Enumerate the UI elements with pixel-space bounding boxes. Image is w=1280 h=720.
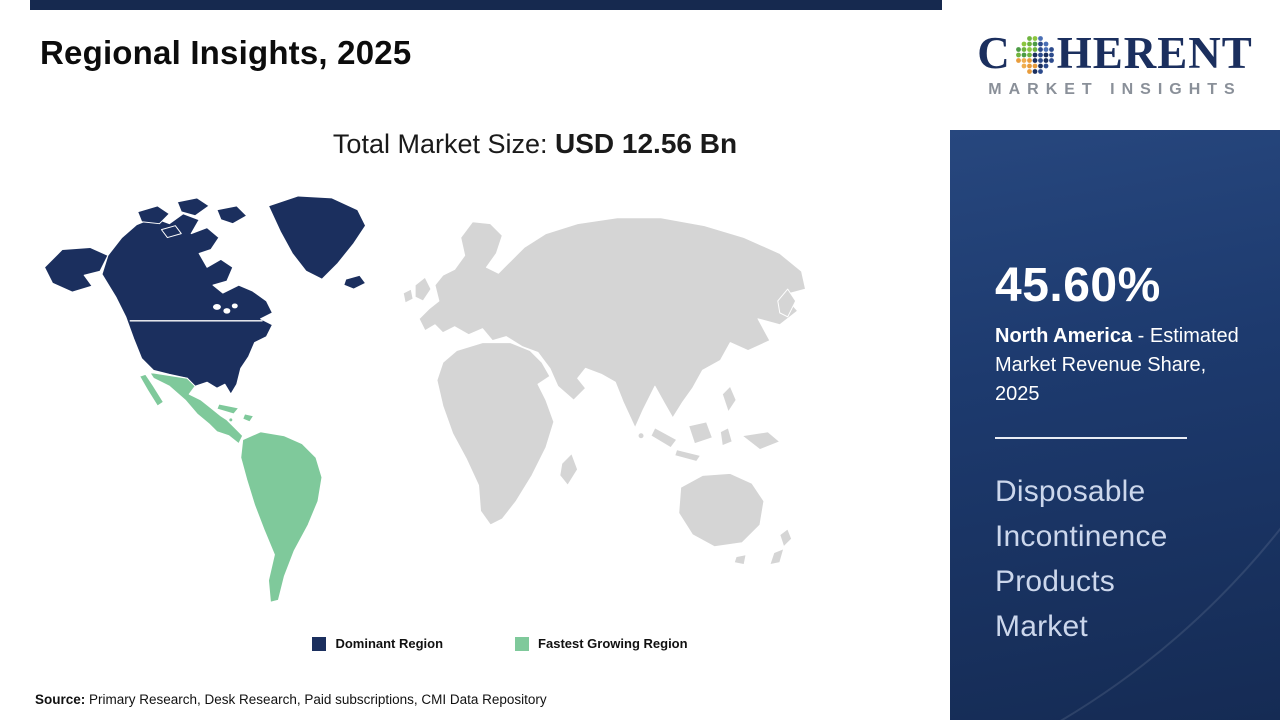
region-baja-california (139, 373, 164, 407)
region-cuba (216, 403, 240, 415)
region-arctic-island-2 (176, 197, 210, 217)
region-tasmania (733, 554, 747, 566)
highlight-panel: 45.60% North America - Estimated Market … (950, 130, 1280, 720)
top-accent-bar (30, 0, 942, 10)
region-arctic-island-1 (137, 205, 170, 225)
right-panel: C HERENT MARKET INSIGHTS (950, 0, 1280, 720)
region-south-america (240, 431, 323, 603)
company-logo: C HERENT MARKET INSIGHTS (950, 0, 1280, 130)
logo-tagline: MARKET INSIGHTS (988, 81, 1242, 98)
region-sri-lanka (637, 432, 645, 440)
region-philippines (721, 385, 737, 413)
region-canada-usa (101, 213, 273, 395)
map-legend: Dominant Region Fastest Growing Region (150, 636, 850, 651)
region-arctic-island-4 (160, 225, 182, 239)
panel-divider (995, 437, 1187, 439)
highlight-panel-content: 45.60% North America - Estimated Market … (995, 130, 1245, 649)
region-hispaniola (242, 413, 255, 423)
map-growing-region (139, 371, 323, 603)
map-dominant-region (44, 195, 367, 395)
market-share-value: 45.60% (995, 259, 1161, 312)
growing-region-swatch-icon (515, 636, 530, 651)
region-new-zealand-north (779, 528, 793, 548)
legend-item-growing: Fastest Growing Region (515, 636, 688, 651)
source-line: Source: Primary Research, Desk Research,… (35, 692, 547, 707)
logo-prefix: C (977, 28, 1011, 78)
region-japan (777, 288, 797, 318)
region-sulawesi (719, 427, 733, 447)
logo-wordmark: C HERENT (977, 31, 1253, 76)
map-other-regions (402, 217, 807, 566)
total-market-size: Total Market Size: USD 12.56 Bn (110, 128, 960, 160)
region-arctic-island-3 (216, 205, 248, 225)
region-greenland (267, 195, 367, 280)
great-lake-3 (231, 303, 238, 309)
market-share-rest: - Estimated Market Revenue Share, 2025 (995, 325, 1239, 405)
region-europe-asia (418, 217, 807, 429)
region-iceland (343, 274, 367, 290)
great-lake-2 (223, 308, 231, 314)
market-name: Disposable Incontinence Products Market (995, 475, 1168, 643)
region-mexico-central-america (149, 371, 244, 445)
left-panel: Regional Insights, 2025 Total Market Siz… (30, 0, 942, 707)
market-size-value: USD 12.56 Bn (555, 128, 738, 159)
world-map (40, 190, 818, 626)
region-ireland (402, 288, 414, 304)
region-jamaica (228, 417, 234, 423)
great-lake-1 (212, 303, 221, 310)
logo-globe-icon (1015, 35, 1054, 74)
region-sumatra (650, 427, 678, 449)
region-new-zealand-south (769, 548, 785, 566)
legend-label-dominant: Dominant Region (335, 636, 444, 651)
source-label: Source: (35, 692, 86, 707)
legend-label-growing: Fastest Growing Region (538, 636, 688, 651)
region-borneo (688, 421, 713, 445)
region-africa (436, 342, 555, 526)
logo-suffix: HERENT (1056, 28, 1253, 78)
region-uk (414, 276, 432, 302)
legend-item-dominant: Dominant Region (312, 636, 443, 651)
map-borders (129, 303, 263, 322)
market-share-description: North America - Estimated Market Revenue… (995, 322, 1247, 409)
market-share-region: North America (995, 325, 1133, 347)
region-alaska (44, 246, 109, 293)
dominant-region-swatch-icon (312, 636, 327, 651)
region-madagascar (559, 453, 579, 486)
source-text: Primary Research, Desk Research, Paid su… (85, 692, 547, 707)
region-java (674, 449, 702, 463)
world-map-svg (44, 195, 807, 603)
page-title: Regional Insights, 2025 (40, 34, 412, 71)
region-new-guinea (741, 431, 781, 451)
region-australia (678, 472, 765, 548)
market-size-label: Total Market Size: (332, 129, 555, 159)
